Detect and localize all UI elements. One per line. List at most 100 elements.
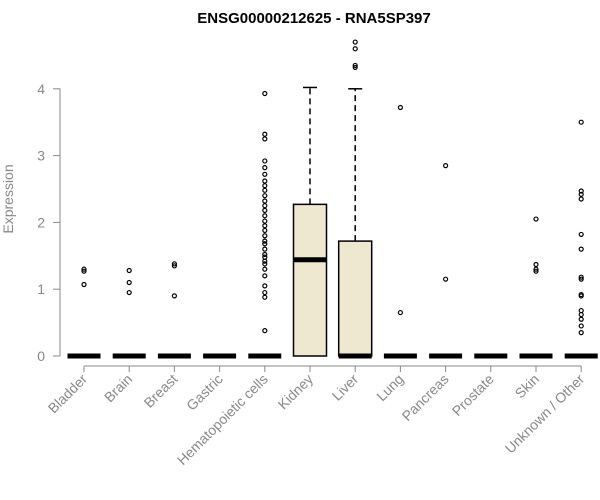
- outlier-point: [578, 119, 584, 125]
- outlier-point: [533, 216, 539, 222]
- outlier-point: [262, 273, 268, 279]
- outlier-point: [578, 246, 584, 252]
- outlier-point: [578, 196, 584, 202]
- outlier-point: [578, 291, 584, 298]
- outlier-point: [262, 207, 268, 213]
- outlier-point: [352, 64, 358, 71]
- outlier-point: [262, 203, 268, 209]
- outlier-point: [578, 323, 584, 329]
- outlier-point: [81, 266, 87, 272]
- outlier-point: [171, 263, 177, 269]
- outlier-point: [352, 39, 358, 45]
- outlier-point: [262, 328, 268, 334]
- outlier-point: [262, 218, 268, 224]
- box-group: [564, 119, 598, 359]
- box-group: [337, 39, 373, 359]
- x-tick-label: Prostate: [449, 371, 497, 419]
- outlier-point: [81, 268, 87, 274]
- box-group: [112, 267, 146, 359]
- outlier-point: [533, 266, 539, 272]
- outlier-point: [262, 171, 268, 177]
- outlier-point: [262, 198, 268, 204]
- outlier-point: [262, 241, 268, 247]
- outlier-point: [171, 293, 177, 299]
- y-tick-label: 3: [37, 148, 45, 164]
- outlier-point: [533, 261, 539, 268]
- box-body: [337, 240, 373, 357]
- box-group: [248, 90, 282, 359]
- outlier-point: [262, 193, 268, 199]
- outlier-point: [171, 261, 177, 267]
- x-tick-label: Bladder: [45, 371, 91, 417]
- outlier-point: [262, 294, 268, 300]
- box-group: [519, 216, 553, 359]
- x-tick-label: Unknown / Other: [502, 371, 588, 457]
- chart-title: ENSG00000212625 - RNA5SP397: [197, 10, 430, 27]
- outlier-point: [262, 233, 268, 239]
- outlier-point: [578, 330, 584, 336]
- outlier-point: [262, 187, 268, 193]
- x-tick-label: Brain: [101, 371, 135, 405]
- outlier-point: [126, 267, 132, 274]
- outlier-point: [262, 246, 268, 252]
- outlier-point: [397, 309, 403, 316]
- y-tick-label: 2: [37, 214, 45, 230]
- outlier-point: [262, 178, 268, 184]
- outlier-point: [578, 316, 584, 322]
- outlier-point: [578, 231, 584, 238]
- outlier-point: [578, 307, 584, 314]
- outlier-point: [262, 266, 268, 272]
- outlier-point: [126, 279, 132, 286]
- outlier-point: [397, 104, 403, 111]
- outlier-point: [262, 258, 268, 264]
- outlier-point: [443, 276, 449, 282]
- box-body: [292, 203, 328, 357]
- outlier-point: [262, 227, 268, 234]
- boxes: [67, 39, 598, 359]
- y-axis-label: Expression: [0, 164, 16, 233]
- outlier-point: [262, 213, 268, 219]
- outlier-point: [262, 289, 268, 296]
- outlier-point: [443, 163, 449, 169]
- y-tick-label: 4: [37, 81, 45, 97]
- y-tick-label: 1: [37, 281, 45, 297]
- box-group: [429, 163, 463, 359]
- box-group: [292, 86, 328, 357]
- outlier-point: [533, 268, 539, 274]
- y-tick-label: 0: [37, 348, 45, 364]
- x-tick-label: Pancreas: [399, 371, 452, 424]
- box-group: [383, 104, 417, 359]
- outlier-point: [262, 254, 268, 260]
- outlier-point: [262, 136, 268, 142]
- x-tick-label: Lung: [373, 371, 406, 404]
- outlier-point: [262, 283, 268, 289]
- outlier-point: [262, 238, 268, 244]
- outlier-point: [352, 46, 358, 52]
- outlier-point: [262, 158, 268, 164]
- outlier-point: [578, 191, 584, 197]
- outlier-point: [262, 251, 268, 258]
- box-group: [67, 266, 101, 359]
- x-tick-label: Skin: [512, 371, 543, 402]
- box-group: [157, 261, 191, 359]
- outlier-point: [262, 223, 268, 229]
- x-tick-label: Breast: [141, 371, 181, 411]
- outlier-point: [262, 261, 268, 267]
- outlier-point: [262, 183, 268, 189]
- x-tick-label: Kidney: [275, 371, 317, 413]
- y-axis: 0 1 2 3 4: [37, 81, 61, 364]
- x-tick-label: Gastric: [183, 371, 226, 414]
- outlier-point: [262, 131, 268, 137]
- outlier-point: [578, 276, 584, 282]
- outlier-point: [352, 62, 358, 69]
- outlier-point: [578, 311, 584, 318]
- outlier-point: [262, 90, 268, 97]
- x-tick-label: Liver: [329, 371, 362, 404]
- outlier-point: [578, 188, 584, 194]
- outlier-point: [262, 165, 268, 171]
- outlier-point: [578, 274, 584, 280]
- outlier-point: [81, 281, 87, 288]
- outlier-point: [126, 289, 132, 296]
